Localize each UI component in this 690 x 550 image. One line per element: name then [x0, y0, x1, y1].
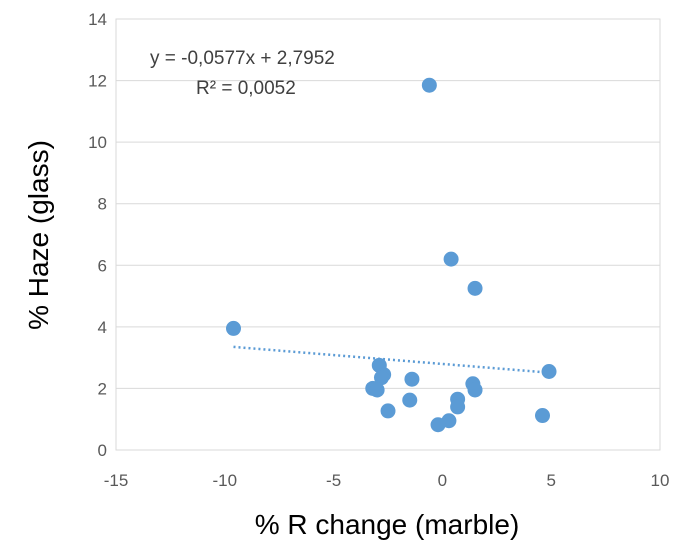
x-tick-label: 5 [546, 471, 555, 490]
data-point [450, 399, 466, 415]
trendline-equation: y = -0,0577x + 2,7952 [150, 48, 335, 69]
r-squared-label: R² = 0,0052 [196, 78, 296, 99]
x-tick-labels: -15 -10 -5 0 5 10 [104, 471, 670, 490]
y-tick-labels: 0 2 4 6 8 10 12 14 [88, 10, 107, 460]
y-tick-label: 0 [98, 441, 107, 460]
y-tick-label: 10 [88, 133, 107, 152]
data-point [541, 363, 557, 379]
trendline [233, 345, 550, 374]
x-tick-label: 10 [651, 471, 670, 490]
gridlines [116, 80, 660, 389]
data-point [421, 77, 437, 93]
y-tick-label: 8 [98, 195, 107, 214]
x-axis-title: % R change (marble) [255, 509, 520, 540]
data-point [402, 392, 418, 408]
x-tick-label: -10 [213, 471, 238, 490]
data-point [404, 371, 420, 387]
x-tick-label: -5 [326, 471, 341, 490]
data-point [369, 382, 385, 398]
y-tick-label: 4 [98, 318, 107, 337]
y-tick-label: 14 [88, 10, 107, 29]
data-point [467, 382, 483, 398]
data-points [226, 77, 557, 433]
x-tick-label: 0 [438, 471, 447, 490]
data-point [380, 403, 396, 419]
data-point [373, 370, 389, 386]
y-tick-label: 2 [98, 379, 107, 398]
data-point [467, 280, 483, 296]
data-point [443, 251, 459, 267]
data-point [534, 408, 550, 424]
data-point [226, 320, 242, 336]
trendline-group [233, 345, 550, 374]
plot-area [115, 18, 661, 451]
data-point [430, 417, 446, 433]
y-tick-label: 6 [98, 256, 107, 275]
y-axis-title: % Haze (glass) [23, 140, 54, 330]
y-tick-label: 12 [88, 72, 107, 91]
x-tick-label: -15 [104, 471, 129, 490]
